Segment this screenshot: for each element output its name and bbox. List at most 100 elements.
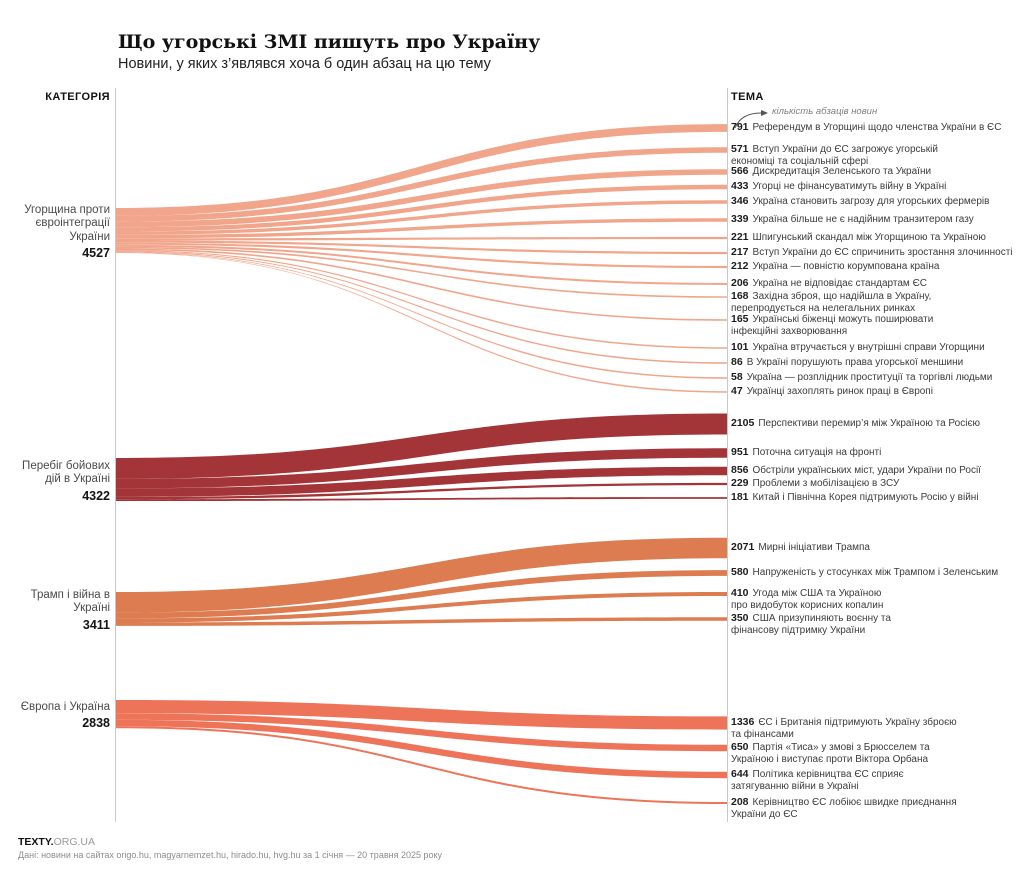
flow-war-course-181 (116, 497, 727, 501)
theme-value: 580 (731, 566, 749, 578)
theme-row: 433 Угорці не фінансуватимуть війну в Укр… (731, 180, 1020, 193)
category-block-eu-integration: Угорщина проти євроінтеграції України 4527 (0, 204, 110, 261)
theme-label: В Україні порушують права угорської менш… (746, 357, 964, 368)
category-value: 4527 (82, 246, 110, 261)
theme-value: 2071 (731, 541, 755, 553)
theme-value: 212 (731, 260, 749, 272)
flow-eu-integration-206 (116, 244, 727, 285)
theme-value: 58 (731, 371, 743, 383)
theme-value: 566 (731, 165, 749, 177)
brand-logo-rest: ORG.UA (53, 836, 96, 848)
annotation-arrowhead (761, 110, 768, 116)
theme-label: Політика керівництва ЄС сприяє затягуван… (731, 769, 904, 792)
theme-value: 181 (731, 491, 749, 503)
theme-row: 350 США призупиняють воєнну та фінансову … (731, 612, 1020, 636)
theme-row: 47 Українці захоплять ринок праці в Європ… (731, 385, 1020, 398)
flow-eu-integration-346 (116, 200, 727, 235)
theme-label: Референдум в Угорщині щодо членства Укра… (752, 122, 1002, 133)
theme-row: 206 Україна не відповідає стандартам ЄС (731, 277, 1020, 290)
flow-eu-integration-168 (116, 246, 727, 298)
flow-europe-650 (116, 713, 727, 752)
theme-value: 1336 (731, 716, 755, 728)
theme-value: 339 (731, 213, 749, 225)
category-label: Україні (73, 602, 110, 615)
flow-eu-integration-339 (116, 218, 727, 239)
category-block-war-course: Перебіг бойових дій в Україні 4322 (0, 460, 110, 504)
theme-row: 644 Політика керівництва ЄС сприяє затягу… (731, 768, 1020, 792)
category-block-trump: Трамп і війна в Україні 3411 (0, 589, 110, 633)
theme-label: Вступ України до ЄС спричинить зростання… (752, 247, 1013, 258)
theme-label: Мирні ініціативи Трампа (758, 542, 870, 553)
theme-row: 208 Керівництво ЄС лобіює швидке приєднан… (731, 796, 1020, 820)
brand-logo-bold: TEXTY. (18, 836, 54, 848)
brand-logo: TEXTY.ORG.UA (18, 836, 95, 848)
theme-row: 101 Україна втручається у внутрішні справ… (731, 341, 1020, 354)
paragraph-count-annotation: кількість абзаців новин (772, 106, 878, 117)
theme-value: 350 (731, 612, 749, 624)
category-label: євроінтеграції (35, 217, 110, 230)
flow-war-course-951 (116, 448, 727, 489)
theme-label: Україна — повністю корумпована країна (752, 261, 940, 272)
category-label: Угорщина проти (24, 203, 110, 216)
flow-eu-integration-571 (116, 147, 727, 222)
theme-row: 571 Вступ України до ЄС загрожує угорські… (731, 143, 1020, 167)
category-value: 3411 (82, 617, 110, 632)
annotation-arrow (734, 112, 762, 129)
theme-value: 650 (731, 741, 749, 753)
theme-value: 101 (731, 341, 749, 353)
theme-label: Україна — розплідник проституції та торг… (746, 372, 993, 383)
theme-column-header: ТЕМА (731, 91, 764, 103)
category-block-europe: Європа і Україна 2838 (0, 701, 110, 731)
flow-war-course-229 (116, 482, 727, 500)
theme-row: 566 Дискредитація Зеленського та України (731, 165, 1020, 178)
category-value: 4322 (82, 488, 110, 503)
theme-row: 650 Партія «Тиса» у змові з Брюсселем та … (731, 741, 1020, 765)
theme-label: Шпигунський скандал між Угорщиною та Укр… (752, 232, 986, 243)
theme-row: 339 Україна більше не є надійним транзите… (731, 213, 1020, 226)
category-label: Європа і Україна (20, 700, 110, 713)
theme-label: Поточна ситуація на фронті (752, 447, 882, 458)
theme-label: Проблеми з мобілізацією в ЗСУ (752, 478, 900, 489)
theme-value: 168 (731, 290, 749, 302)
theme-value: 165 (731, 313, 749, 325)
theme-label: Керівництво ЄС лобіює швидке приєднання … (731, 797, 957, 820)
theme-label: Дискредитація Зеленського та України (752, 166, 932, 177)
flow-trump-350 (116, 617, 727, 626)
theme-value: 571 (731, 143, 749, 155)
category-label: Перебіг бойових (22, 459, 110, 472)
flow-trump-410 (116, 592, 727, 623)
theme-label: Напруженість у стосунках між Трампом і З… (752, 567, 999, 578)
theme-value: 217 (731, 246, 749, 258)
theme-label: Українські біженці можуть поширювати інф… (731, 314, 934, 337)
theme-label: Обстріли українських міст, удари України… (752, 465, 981, 476)
flow-europe-208 (116, 726, 727, 804)
flow-eu-integration-217 (116, 240, 727, 255)
theme-label: Вступ України до ЄС загрожує угорській е… (731, 144, 938, 167)
theme-row: 1336 ЄС і Британія підтримують Україну зб… (731, 716, 1020, 740)
theme-value: 856 (731, 464, 749, 476)
theme-label: Україна втручається у внутрішні справи У… (752, 342, 985, 353)
flow-trump-580 (116, 570, 727, 619)
page-subtitle: Новини, у яких з’являвся хоча б один абз… (118, 56, 491, 72)
theme-value: 221 (731, 231, 749, 243)
theme-value: 2105 (731, 417, 755, 429)
flow-war-course-2105 (116, 413, 727, 479)
flow-war-course-856 (116, 466, 727, 497)
theme-value: 644 (731, 768, 749, 780)
data-source-note: Дані: новини на сайтах origo.hu, magyarn… (18, 850, 443, 860)
page-title: Що угорські ЗМІ пишуть про Україну (118, 31, 541, 53)
flow-eu-integration-101 (116, 250, 727, 349)
flow-europe-1336 (116, 700, 727, 730)
theme-value: 206 (731, 277, 749, 289)
theme-value: 208 (731, 796, 749, 808)
theme-row: 58 Україна — розплідник проституції та то… (731, 371, 1020, 384)
theme-row: 212 Україна — повністю корумпована країна (731, 260, 1020, 273)
theme-value: 433 (731, 180, 749, 192)
theme-value: 229 (731, 477, 749, 489)
flow-eu-integration-47 (116, 252, 727, 393)
flow-eu-integration-58 (116, 252, 727, 379)
theme-label: Українці захоплять ринок праці в Європі (746, 386, 933, 397)
flow-eu-integration-86 (116, 251, 727, 364)
theme-row: 791 Референдум в Угорщині щодо членства У… (731, 121, 1020, 134)
